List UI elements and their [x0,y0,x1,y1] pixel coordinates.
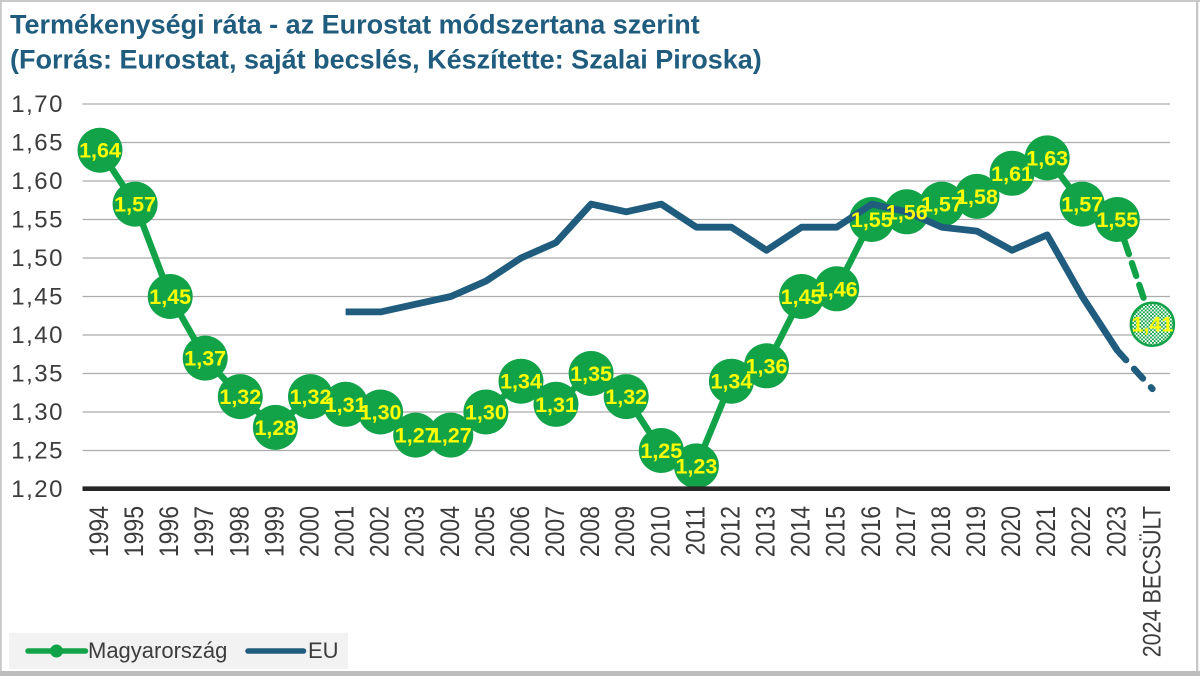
svg-text:2006: 2006 [505,506,535,557]
svg-text:2014: 2014 [786,506,816,557]
svg-text:1,32: 1,32 [290,385,332,409]
svg-text:1,55: 1,55 [1096,208,1138,232]
svg-text:1,60: 1,60 [11,168,64,195]
svg-text:1,23: 1,23 [675,454,717,478]
svg-text:2013: 2013 [751,506,781,557]
svg-text:1,40: 1,40 [11,322,64,349]
svg-text:1,65: 1,65 [11,130,64,157]
svg-text:1999: 1999 [260,506,290,557]
svg-text:1,61: 1,61 [991,162,1033,186]
svg-text:1,34: 1,34 [710,370,752,394]
svg-text:1,57: 1,57 [114,193,156,217]
svg-text:1,64: 1,64 [79,139,121,163]
svg-text:1997: 1997 [189,506,219,557]
svg-text:2008: 2008 [575,506,605,557]
svg-text:1,27: 1,27 [395,424,437,448]
svg-text:2011: 2011 [681,506,711,555]
svg-text:EU: EU [308,638,339,663]
svg-text:2009: 2009 [610,506,640,557]
svg-text:2018: 2018 [926,506,956,557]
svg-text:2005: 2005 [470,506,500,557]
svg-text:1,30: 1,30 [360,401,402,425]
svg-text:1,30: 1,30 [465,401,507,425]
svg-text:1,55: 1,55 [11,207,64,234]
svg-text:Magyarország: Magyarország [88,638,227,663]
svg-text:1,30: 1,30 [11,399,64,426]
svg-text:1,57: 1,57 [921,193,963,217]
svg-text:1998: 1998 [225,506,255,557]
svg-text:1,37: 1,37 [184,347,226,371]
svg-text:1,45: 1,45 [781,285,823,309]
svg-text:1,63: 1,63 [1026,146,1068,170]
svg-text:1,32: 1,32 [219,385,261,409]
svg-text:1,31: 1,31 [325,393,367,417]
svg-text:Termékenységi ráta - az Eurost: Termékenységi ráta - az Eurostat módszer… [10,10,700,40]
svg-text:1,35: 1,35 [570,362,612,386]
svg-text:1,56: 1,56 [886,200,928,224]
svg-text:1,25: 1,25 [11,438,64,465]
svg-text:1,20: 1,20 [11,476,64,503]
svg-text:1,46: 1,46 [816,277,858,301]
svg-text:1,32: 1,32 [605,385,647,409]
svg-text:2007: 2007 [540,506,570,557]
svg-text:2021: 2021 [1031,506,1061,557]
svg-text:1,34: 1,34 [500,370,542,394]
svg-text:1,58: 1,58 [956,185,998,209]
svg-text:2020: 2020 [996,506,1026,557]
svg-text:1,57: 1,57 [1061,193,1103,217]
svg-text:2000: 2000 [295,506,325,557]
svg-text:2002: 2002 [365,506,395,557]
svg-text:1996: 1996 [154,506,184,557]
svg-text:1,28: 1,28 [254,416,296,440]
svg-text:1,35: 1,35 [11,361,64,388]
svg-text:1,50: 1,50 [11,245,64,272]
svg-text:1995: 1995 [119,506,149,557]
svg-text:1,27: 1,27 [430,424,472,448]
svg-text:1,55: 1,55 [851,208,893,232]
svg-text:2003: 2003 [400,506,430,557]
svg-text:1,36: 1,36 [746,354,788,378]
svg-text:1994: 1994 [84,506,114,557]
svg-text:2024 BECSÜLT: 2024 BECSÜLT [1138,506,1166,657]
svg-text:2012: 2012 [716,506,746,557]
svg-text:1,41: 1,41 [1131,313,1173,337]
svg-text:2023: 2023 [1102,506,1132,557]
svg-text:2019: 2019 [961,506,991,557]
svg-text:2022: 2022 [1066,506,1096,557]
svg-text:1,45: 1,45 [149,285,191,309]
svg-text:1,31: 1,31 [535,393,577,417]
svg-text:1,45: 1,45 [11,284,64,311]
svg-text:2015: 2015 [821,506,851,557]
svg-text:1,70: 1,70 [11,91,64,118]
svg-text:2017: 2017 [891,506,921,557]
svg-text:2010: 2010 [646,506,676,557]
svg-text:1,25: 1,25 [640,439,682,463]
svg-text:2001: 2001 [330,506,360,557]
svg-text:2004: 2004 [435,506,465,557]
svg-text:2016: 2016 [856,506,886,557]
svg-text:(Forrás: Eurostat, saját becsl: (Forrás: Eurostat, saját becslés, Készít… [10,45,762,75]
